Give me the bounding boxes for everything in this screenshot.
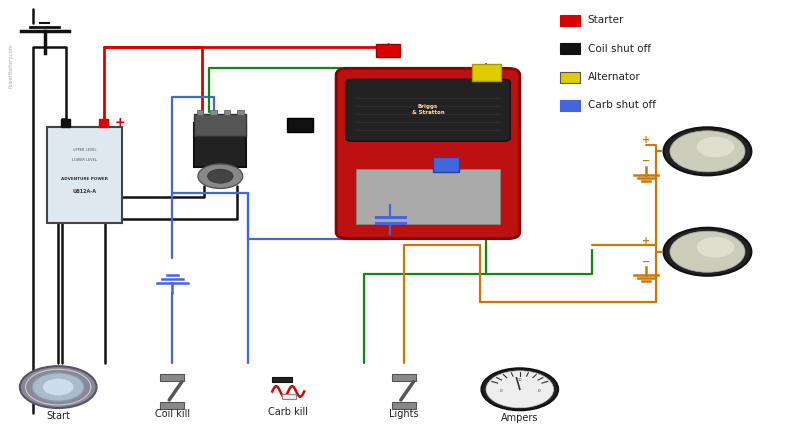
Circle shape [663, 228, 751, 276]
Bar [238, 110, 244, 115]
Bar [392, 402, 416, 409]
Bar [161, 374, 184, 381]
Text: ADVENTURE POWER: ADVENTURE POWER [61, 177, 108, 181]
Bar [433, 157, 459, 172]
Circle shape [207, 169, 233, 183]
Circle shape [482, 368, 558, 410]
Bar [197, 110, 203, 115]
Text: +: + [642, 236, 650, 246]
Text: 10: 10 [518, 378, 522, 382]
Bar [61, 120, 70, 127]
Circle shape [663, 127, 751, 175]
Bar [560, 15, 580, 26]
FancyBboxPatch shape [346, 79, 510, 141]
Text: Carb kill: Carb kill [268, 407, 308, 417]
Text: PowerBattery.com: PowerBattery.com [9, 43, 14, 88]
Text: −: − [642, 156, 650, 166]
Text: Alternator: Alternator [588, 72, 641, 82]
Text: Coil shut off: Coil shut off [588, 44, 650, 54]
FancyBboxPatch shape [336, 68, 520, 239]
Bar [356, 169, 500, 224]
Bar [376, 44, 400, 57]
Bar [46, 127, 122, 223]
Circle shape [198, 164, 242, 188]
Bar [560, 72, 580, 82]
Bar [194, 114, 246, 136]
Text: UPPER LEVEL: UPPER LEVEL [73, 148, 96, 152]
Text: UB12A-A: UB12A-A [73, 189, 97, 194]
Text: LOWER LEVEL: LOWER LEVEL [72, 158, 97, 162]
Bar [287, 118, 314, 132]
Text: Starter: Starter [588, 15, 624, 25]
Text: −: − [642, 256, 650, 266]
Bar [560, 43, 580, 54]
Circle shape [486, 371, 554, 408]
Circle shape [670, 131, 745, 172]
Text: 0: 0 [538, 389, 540, 393]
Circle shape [697, 237, 734, 258]
Text: +: + [114, 116, 126, 129]
Text: Lights: Lights [389, 409, 419, 419]
Bar [272, 377, 292, 382]
Bar [282, 394, 296, 399]
Text: Start: Start [46, 411, 70, 421]
Bar [210, 110, 217, 115]
Text: Ampers: Ampers [501, 413, 538, 423]
Text: +: + [642, 135, 650, 145]
Bar [560, 100, 580, 111]
Bar [194, 123, 246, 166]
Circle shape [697, 137, 734, 157]
Text: Briggs
& Stratton: Briggs & Stratton [412, 104, 444, 115]
Bar [224, 110, 230, 115]
Text: Coil kill: Coil kill [155, 409, 190, 419]
Bar [161, 402, 184, 409]
Circle shape [32, 373, 84, 401]
Text: Carb shut off: Carb shut off [588, 100, 656, 110]
Bar [98, 120, 108, 127]
Circle shape [20, 366, 97, 408]
Bar [392, 374, 416, 381]
Bar [472, 64, 501, 81]
Text: 0: 0 [499, 389, 502, 393]
Circle shape [670, 231, 745, 272]
Circle shape [43, 379, 74, 396]
